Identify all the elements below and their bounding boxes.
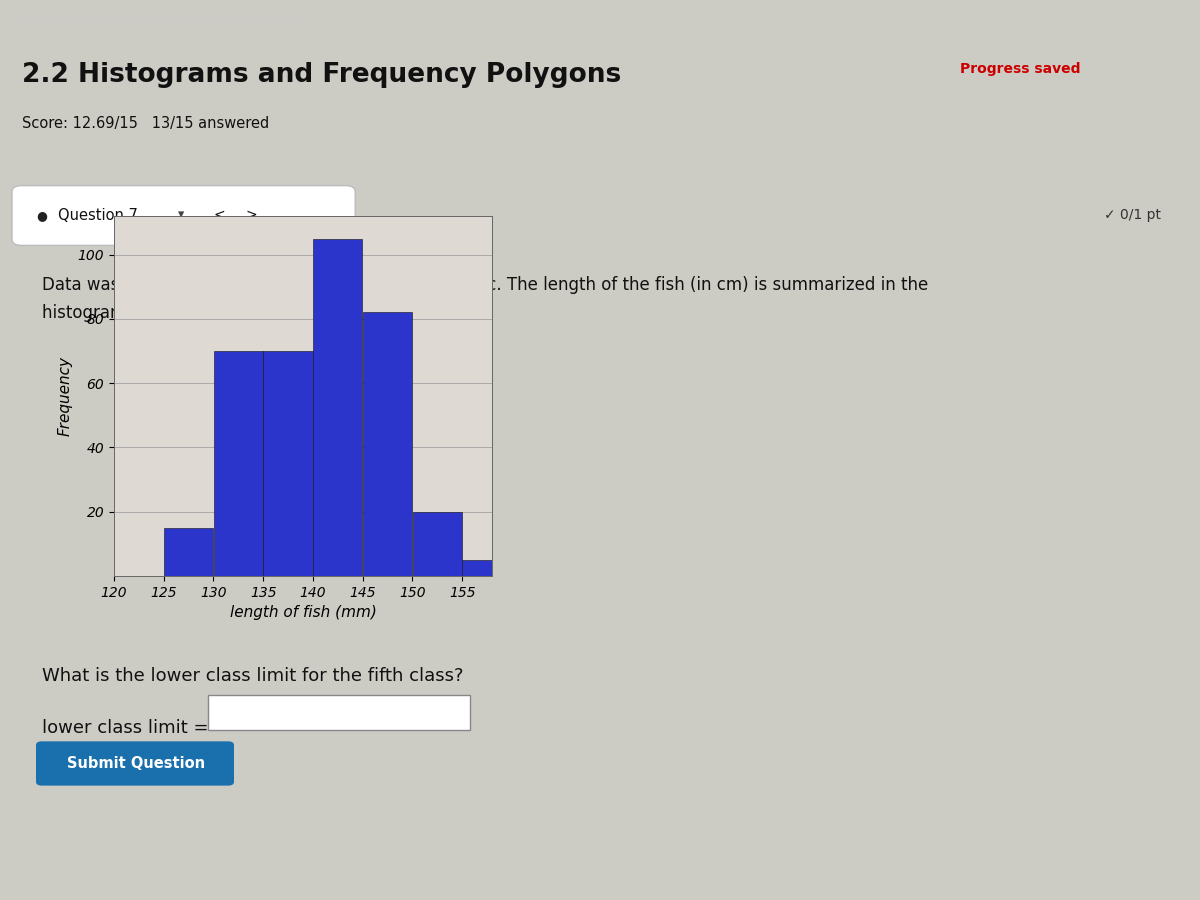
Text: Submit Question: Submit Question bbox=[66, 756, 205, 771]
Text: Score: 12.69/15   13/15 answered: Score: 12.69/15 13/15 answered bbox=[22, 116, 269, 130]
Bar bbox=[313, 238, 362, 576]
Text: <: < bbox=[214, 208, 226, 222]
Text: Question 7: Question 7 bbox=[58, 208, 138, 222]
FancyBboxPatch shape bbox=[12, 185, 355, 246]
Bar bbox=[164, 527, 214, 576]
FancyBboxPatch shape bbox=[36, 742, 234, 786]
Bar bbox=[362, 312, 412, 576]
Y-axis label: Frequency: Frequency bbox=[58, 356, 72, 436]
Text: What is the lower class limit for the fifth class?: What is the lower class limit for the fi… bbox=[42, 667, 463, 685]
Bar bbox=[264, 351, 313, 576]
Text: ✓ 0/1 pt: ✓ 0/1 pt bbox=[1104, 208, 1162, 222]
FancyBboxPatch shape bbox=[208, 695, 470, 730]
Text: >: > bbox=[246, 208, 258, 222]
Bar bbox=[462, 560, 511, 576]
X-axis label: length of fish (mm): length of fish (mm) bbox=[229, 606, 377, 620]
Text: Progress saved: Progress saved bbox=[960, 62, 1080, 77]
Text: Home > Math 1401-04 Spring 2024 > Assessment: Home > Math 1401-04 Spring 2024 > Assess… bbox=[10, 14, 308, 27]
Text: lower class limit =: lower class limit = bbox=[42, 719, 209, 737]
Text: ▾: ▾ bbox=[178, 209, 184, 221]
Bar bbox=[413, 512, 462, 576]
Text: Data was collected for 300 fish from the North Atlantic. The length of the fish : Data was collected for 300 fish from the… bbox=[42, 276, 929, 294]
Text: 2.2 Histograms and Frequency Polygons: 2.2 Histograms and Frequency Polygons bbox=[22, 62, 620, 88]
Bar bbox=[214, 351, 263, 576]
Text: histogram below.: histogram below. bbox=[42, 303, 185, 321]
Text: ●: ● bbox=[36, 209, 47, 221]
